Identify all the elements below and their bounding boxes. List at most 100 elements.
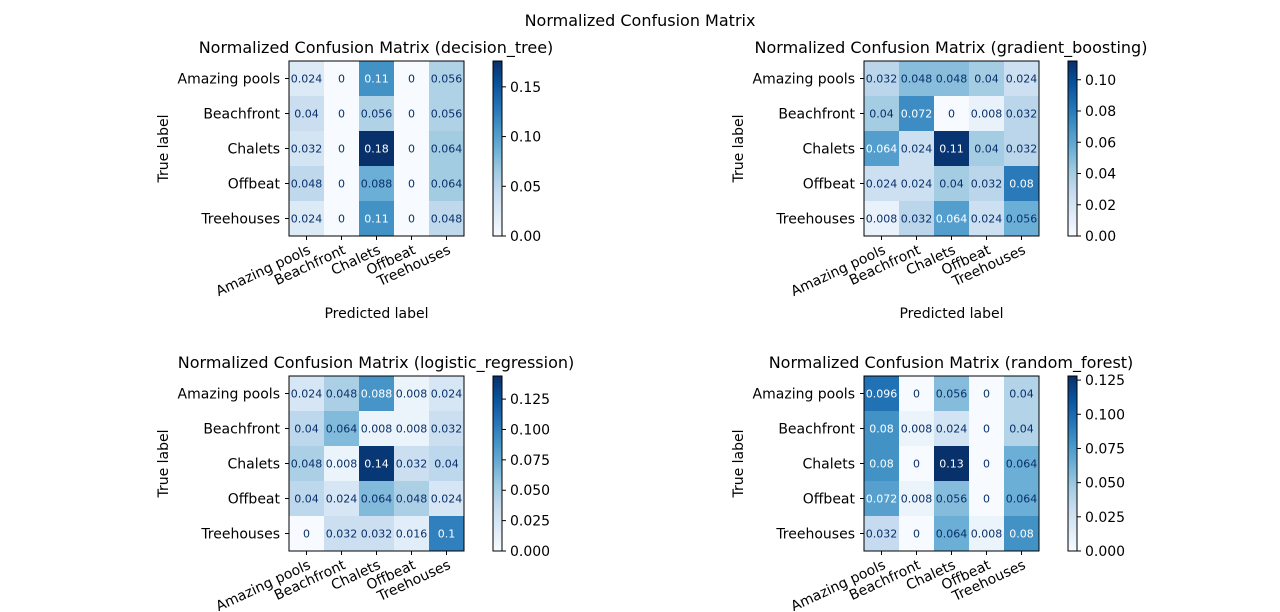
y-tick-label: Amazing pools bbox=[753, 387, 855, 403]
cell-value-label: 0.04 bbox=[434, 458, 459, 471]
heatmap-cell bbox=[969, 131, 1004, 166]
cell-value-label: 0.064 bbox=[326, 423, 358, 436]
cell-value-label: 0.008 bbox=[901, 423, 933, 436]
heatmap-cell bbox=[359, 201, 394, 236]
colorbar-tick-label: 0.050 bbox=[1085, 476, 1125, 492]
heatmap-cell bbox=[899, 166, 934, 201]
heatmap-cell bbox=[934, 61, 969, 96]
colorbar-tick-label: 0.08 bbox=[1085, 104, 1116, 120]
cell-value-label: 0.08 bbox=[869, 423, 894, 436]
cell-value-label: 0.008 bbox=[971, 528, 1003, 541]
y-axis-label: True label bbox=[731, 429, 747, 498]
heatmap-cell bbox=[394, 446, 429, 481]
cell-value-label: 0.08 bbox=[1009, 528, 1034, 541]
y-tick-label: Beachfront bbox=[203, 422, 280, 438]
heatmap-cell bbox=[429, 166, 464, 201]
cell-value-label: 0.048 bbox=[901, 73, 933, 86]
y-tick-label: Beachfront bbox=[778, 422, 855, 438]
cell-value-label: 0.088 bbox=[361, 178, 393, 191]
heatmap-cell bbox=[864, 166, 899, 201]
heatmap-cell bbox=[899, 481, 934, 516]
cell-value-label: 0.064 bbox=[936, 213, 968, 226]
heatmap-cell bbox=[969, 166, 1004, 201]
cell-value-label: 0 bbox=[338, 213, 345, 226]
colorbar-tick-label: 0.06 bbox=[1085, 135, 1116, 151]
cell-value-label: 0.032 bbox=[901, 213, 933, 226]
colorbar-tick-label: 0.125 bbox=[510, 392, 550, 408]
heatmap-cell bbox=[394, 61, 429, 96]
cell-value-label: 0.016 bbox=[396, 528, 428, 541]
heatmap-cell bbox=[324, 481, 359, 516]
y-tick-label: Chalets bbox=[227, 142, 280, 158]
heatmap-cell bbox=[864, 96, 899, 131]
cell-value-label: 0.056 bbox=[361, 108, 393, 121]
heatmap-cell bbox=[899, 411, 934, 446]
cell-value-label: 0.056 bbox=[431, 73, 463, 86]
figure-suptitle: Normalized Confusion Matrix bbox=[525, 11, 756, 30]
heatmap-cell bbox=[899, 96, 934, 131]
cell-value-label: 0.072 bbox=[866, 493, 898, 506]
heatmap-cell bbox=[324, 411, 359, 446]
cell-value-label: 0 bbox=[983, 493, 990, 506]
y-axis-label: True label bbox=[156, 114, 172, 183]
y-tick-label: Offbeat bbox=[803, 492, 856, 508]
cell-value-label: 0 bbox=[338, 178, 345, 191]
cell-value-label: 0.04 bbox=[294, 423, 319, 436]
colorbar-tick-label: 0.04 bbox=[1085, 167, 1116, 183]
heatmap-cell bbox=[1004, 131, 1039, 166]
colorbar-tick-label: 0.00 bbox=[1085, 229, 1116, 245]
cell-value-label: 0.032 bbox=[396, 458, 428, 471]
cell-value-label: 0.11 bbox=[364, 73, 389, 86]
y-tick-label: Chalets bbox=[227, 457, 280, 473]
cell-value-label: 0.04 bbox=[1009, 388, 1034, 401]
heatmap-cell bbox=[289, 96, 324, 131]
cell-value-label: 0.008 bbox=[396, 423, 428, 436]
x-axis-label: Predicted label bbox=[324, 306, 428, 322]
cell-value-label: 0.024 bbox=[901, 143, 933, 156]
colorbar-tick-label: 0.10 bbox=[1085, 73, 1116, 89]
cell-value-label: 0.008 bbox=[971, 108, 1003, 121]
heatmap-cell bbox=[1004, 376, 1039, 411]
colorbar-tick-label: 0.05 bbox=[510, 179, 541, 195]
cell-value-label: 0.14 bbox=[364, 458, 389, 471]
cell-value-label: 0.04 bbox=[294, 108, 319, 121]
heatmap-cell bbox=[324, 166, 359, 201]
y-tick-label: Beachfront bbox=[203, 107, 280, 123]
cell-value-label: 0 bbox=[303, 528, 310, 541]
colorbar bbox=[492, 375, 503, 552]
cell-value-label: 0.008 bbox=[361, 423, 393, 436]
heatmap-cell bbox=[324, 446, 359, 481]
heatmap-cell bbox=[934, 201, 969, 236]
cell-value-label: 0 bbox=[408, 73, 415, 86]
cell-value-label: 0.024 bbox=[326, 493, 358, 506]
colorbar-tick-label: 0.075 bbox=[510, 453, 550, 469]
heatmap-cell bbox=[864, 376, 899, 411]
heatmap-cell bbox=[864, 61, 899, 96]
heatmap-cell bbox=[429, 481, 464, 516]
y-tick-label: Amazing pools bbox=[178, 387, 280, 403]
heatmap-cell bbox=[969, 96, 1004, 131]
heatmap-cell bbox=[899, 201, 934, 236]
heatmap-cell bbox=[289, 376, 324, 411]
heatmap-cell bbox=[359, 96, 394, 131]
cell-value-label: 0.088 bbox=[361, 388, 393, 401]
cell-value-label: 0.056 bbox=[1006, 213, 1038, 226]
cell-value-label: 0.064 bbox=[431, 178, 463, 191]
y-tick-label: Offbeat bbox=[228, 492, 281, 508]
cell-value-label: 0.024 bbox=[936, 423, 968, 436]
cell-value-label: 0.064 bbox=[1006, 493, 1038, 506]
cell-value-label: 0.064 bbox=[866, 143, 898, 156]
heatmap-cell bbox=[324, 96, 359, 131]
colorbar-tick-label: 0.100 bbox=[1085, 407, 1125, 423]
cell-value-label: 0.11 bbox=[939, 143, 964, 156]
cell-value-label: 0 bbox=[408, 213, 415, 226]
heatmap-cell bbox=[289, 131, 324, 166]
heatmap-cell bbox=[429, 61, 464, 96]
heatmap-cell bbox=[429, 516, 464, 551]
heatmap-cell bbox=[324, 131, 359, 166]
cell-value-label: 0.048 bbox=[291, 178, 323, 191]
heatmap-cell bbox=[324, 201, 359, 236]
colorbar-tick-label: 0.000 bbox=[1085, 544, 1125, 560]
heatmap-cell bbox=[1004, 96, 1039, 131]
